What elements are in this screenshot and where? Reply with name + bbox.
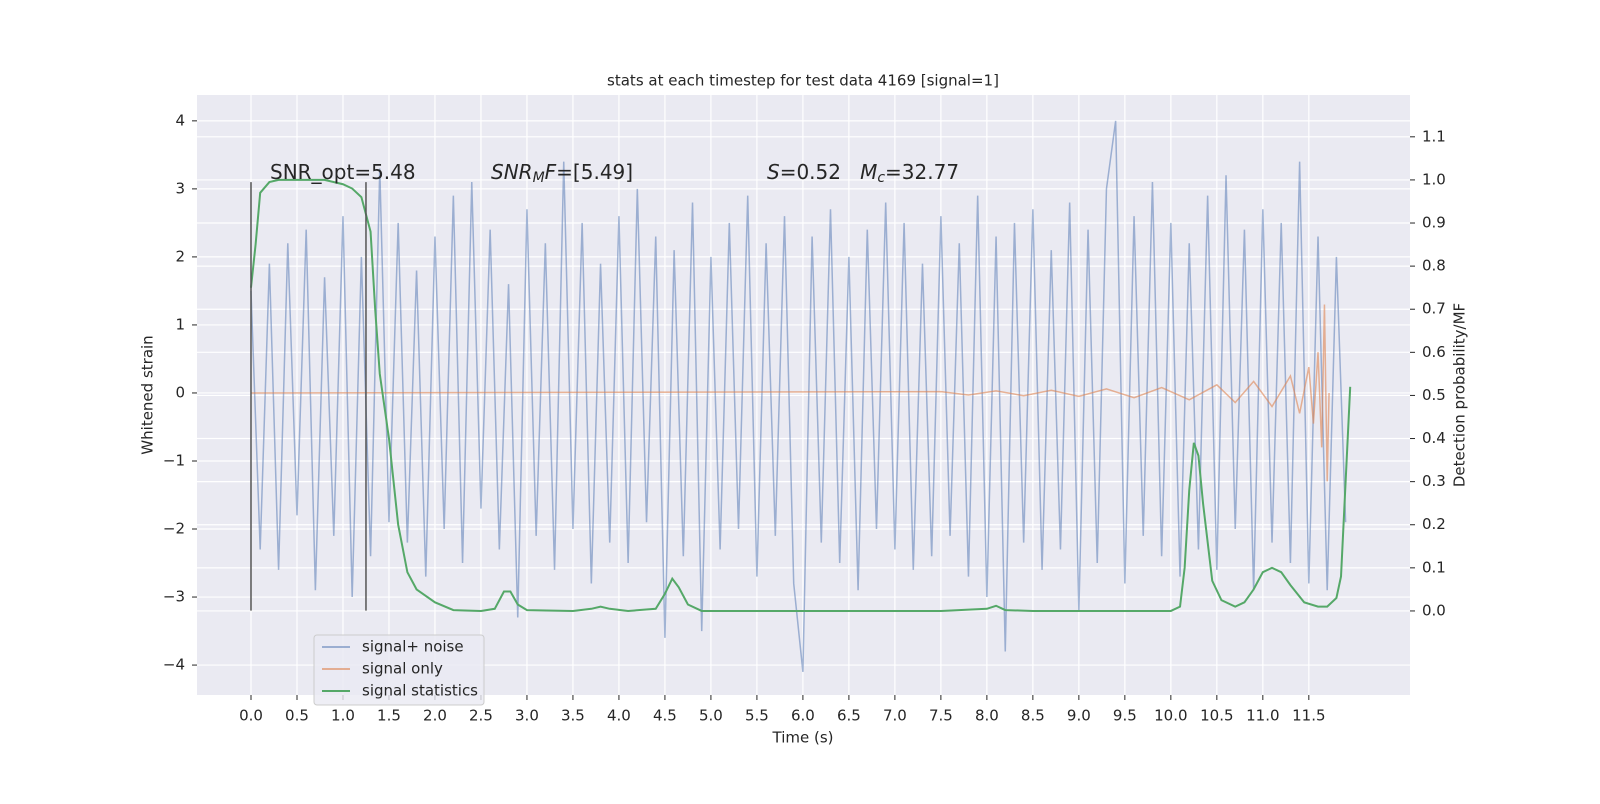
x-tick-label: 8.5 xyxy=(1021,707,1045,725)
y2-axis-label: Detection probability/MF xyxy=(1451,303,1469,487)
x-tick-label: 7.0 xyxy=(883,707,907,725)
x-tick-label: 1.0 xyxy=(331,707,355,725)
legend-label: signal+ noise xyxy=(362,638,464,656)
annotation-part: M xyxy=(533,170,545,186)
annotation-part: SNR_opt=5.48 xyxy=(270,160,416,184)
annotation-part: =[5.49] xyxy=(556,160,633,184)
y-tick-label: 2 xyxy=(175,247,185,265)
y-tick-label: 3 xyxy=(175,179,185,197)
y2-tick-label: 0.4 xyxy=(1422,429,1446,447)
x-tick-label: 3.0 xyxy=(515,707,539,725)
x-tick-label: 8.0 xyxy=(975,707,999,725)
y-tick-label: −4 xyxy=(163,656,185,674)
y-tick-label: 0 xyxy=(175,383,185,401)
annotation-part: S xyxy=(767,160,780,184)
y2-tick-label: 0.1 xyxy=(1422,558,1446,576)
x-tick-label: 3.5 xyxy=(561,707,585,725)
x-tick-label: 10.0 xyxy=(1154,707,1187,725)
x-tick-label: 10.5 xyxy=(1200,707,1233,725)
x-tick-label: 0.0 xyxy=(239,707,263,725)
y-tick-label: 4 xyxy=(175,111,185,129)
y2-tick-label: 0.0 xyxy=(1422,601,1446,619)
grid xyxy=(197,95,1410,695)
series-line xyxy=(250,304,1330,482)
x-tick-label: 5.5 xyxy=(745,707,769,725)
x-tick-label: 4.5 xyxy=(653,707,677,725)
x-axis-label: Time (s) xyxy=(772,729,834,747)
x-tick-label: 2.5 xyxy=(469,707,493,725)
y-tick-label: −1 xyxy=(163,451,185,469)
y2-tick-label: 0.7 xyxy=(1422,300,1446,318)
annotation-part: M xyxy=(860,160,877,184)
x-tick-label: 6.0 xyxy=(791,707,815,725)
y-tick-label: 1 xyxy=(175,315,185,333)
y2-tick-label: 0.5 xyxy=(1422,386,1446,404)
legend-label: signal statistics xyxy=(362,682,478,700)
x-tick-label: 11.0 xyxy=(1246,707,1279,725)
x-tick-label: 11.5 xyxy=(1292,707,1325,725)
annotation-part: =32.77 xyxy=(885,160,959,184)
x-tick-label: 1.5 xyxy=(377,707,401,725)
y2-tick-label: 0.9 xyxy=(1422,214,1446,232)
y2-tick-label: 0.6 xyxy=(1422,343,1446,361)
annotation: SNR_opt=5.48 xyxy=(270,160,416,184)
y2-tick-label: 0.8 xyxy=(1422,257,1446,275)
x-tick-label: 6.5 xyxy=(837,707,861,725)
x-tick-label: 7.5 xyxy=(929,707,953,725)
chart-title: stats at each timestep for test data 416… xyxy=(607,72,999,90)
x-tick-label: 4.0 xyxy=(607,707,631,725)
series-line xyxy=(250,120,1347,672)
annotation-part: SNR xyxy=(491,160,533,184)
y2-tick-label: 1.0 xyxy=(1422,170,1446,188)
annotation-part: =0.52 xyxy=(780,160,860,184)
legend-box xyxy=(313,634,485,706)
y-tick-label: −3 xyxy=(163,588,185,606)
x-tick-label: 5.0 xyxy=(699,707,723,725)
legend-label: signal only xyxy=(362,660,443,678)
annotation-part: c xyxy=(877,170,885,186)
marks xyxy=(249,120,1352,672)
y2-tick-label: 0.2 xyxy=(1422,515,1446,533)
y-tick-label: −2 xyxy=(163,520,185,538)
y2-tick-label: 1.1 xyxy=(1422,127,1446,145)
x-tick-label: 0.5 xyxy=(285,707,309,725)
annotation-part: F xyxy=(545,160,557,184)
x-tick-label: 9.0 xyxy=(1067,707,1091,725)
y2-tick-label: 0.3 xyxy=(1422,472,1446,490)
series-line xyxy=(249,178,1352,612)
annotation: S=0.52 Mc=32.77 xyxy=(767,160,959,187)
y-axis-label: Whitened strain xyxy=(139,335,157,454)
x-tick-label: 9.5 xyxy=(1113,707,1137,725)
x-tick-label: 2.0 xyxy=(423,707,447,725)
annotation: SNRMF=[5.49] xyxy=(491,160,633,187)
